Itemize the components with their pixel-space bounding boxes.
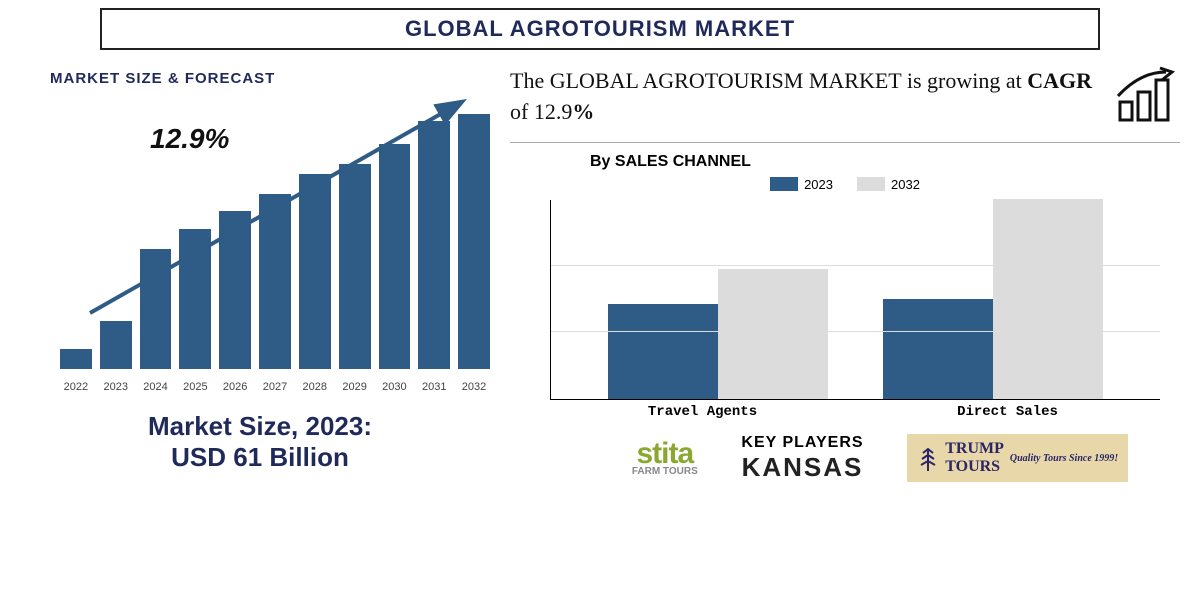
sales-bar-2023 [883,299,993,399]
divider-line [510,142,1180,143]
sales-groups [581,200,1130,399]
key-players-center: KEY PLAYERS KANSAS [741,434,863,483]
left-column: MARKET SIZE & FORECAST 12.9% 20222023202… [20,60,500,483]
market-size-block: Market Size, 2023: USD 61 Billion [20,411,500,473]
sales-xlabel: Direct Sales [855,404,1160,420]
main-row: MARKET SIZE & FORECAST 12.9% 20222023202… [0,50,1200,483]
sales-group [581,200,856,399]
forecast-xlabel: 2026 [219,381,251,393]
growth-mid: of 12.9 [510,99,572,124]
forecast-xlabel: 2027 [259,381,291,393]
forecast-bar [379,144,411,369]
forecast-xlabels: 2022 2023 2024 2025 2026 2027 2028 2029 2030 2031… [60,381,490,393]
legend-2023: 2023 [770,177,833,192]
growth-prefix: The GLOBAL AGROTOURISM MARKET is growing… [510,68,1027,93]
growth-sentence: The GLOBAL AGROTOURISM MARKET is growing… [510,66,1096,128]
wheat-icon [917,443,939,473]
logo-stita: stitaFARM TOURS [632,440,698,476]
forecast-xlabel: 2023 [100,381,132,393]
growth-cagr-word: CAGR [1027,68,1092,93]
page-title-box: GLOBAL AGROTOURISM MARKET [100,8,1100,50]
forecast-xlabel: 2029 [339,381,371,393]
forecast-bars [60,109,490,369]
forecast-xlabel: 2030 [379,381,411,393]
sales-xlabels: Travel AgentsDirect Sales [550,404,1160,420]
forecast-bar [100,321,132,369]
forecast-bar [60,349,92,369]
key-players-row: stitaFARM TOURS KEY PLAYERS KANSAS TRUMP… [510,434,1180,483]
forecast-bar [140,249,172,369]
forecast-xlabel: 2024 [140,381,172,393]
forecast-bar [259,194,291,369]
forecast-bar [458,114,490,369]
swatch-2023 [770,177,798,191]
forecast-bar [179,229,211,369]
sales-bar-2032 [993,199,1103,399]
legend-2032-label: 2032 [891,177,920,192]
swatch-2032 [857,177,885,191]
forecast-xlabel: 2025 [179,381,211,393]
logo-trump-tours: TRUMPTOURS Quality Tours Since 1999! [907,434,1128,482]
sales-xlabel: Travel Agents [550,404,855,420]
forecast-heading: MARKET SIZE & FORECAST [50,70,500,87]
growth-icon [1110,66,1180,122]
legend-2032: 2032 [857,177,920,192]
forecast-xlabel: 2022 [60,381,92,393]
growth-sentence-row: The GLOBAL AGROTOURISM MARKET is growing… [510,60,1180,136]
sales-bar-2023 [608,304,718,399]
forecast-bar [339,164,371,369]
forecast-bar [418,121,450,369]
forecast-bar [299,174,331,369]
sales-channel-heading: By SALES CHANNEL [590,153,1180,171]
market-size-line1: Market Size, 2023: [20,411,500,442]
right-column: The GLOBAL AGROTOURISM MARKET is growing… [510,60,1180,483]
sales-legend: 2023 2032 [510,177,1180,192]
forecast-bar [219,211,251,369]
sales-bar-2032 [718,269,828,399]
forecast-xlabel: 2032 [458,381,490,393]
forecast-xlabel: 2031 [418,381,450,393]
market-size-line2: USD 61 Billion [20,442,500,473]
key-players-heading: KEY PLAYERS [741,434,863,452]
sales-grouped-bar-chart [550,200,1160,400]
forecast-bar-chart: 12.9% 2022202320242025202620272028202920… [30,93,500,393]
sales-group [856,200,1131,399]
forecast-xlabel: 2028 [299,381,331,393]
legend-2023-label: 2023 [804,177,833,192]
growth-percent: % [572,99,594,124]
logo-kansas: KANSAS [741,452,863,483]
